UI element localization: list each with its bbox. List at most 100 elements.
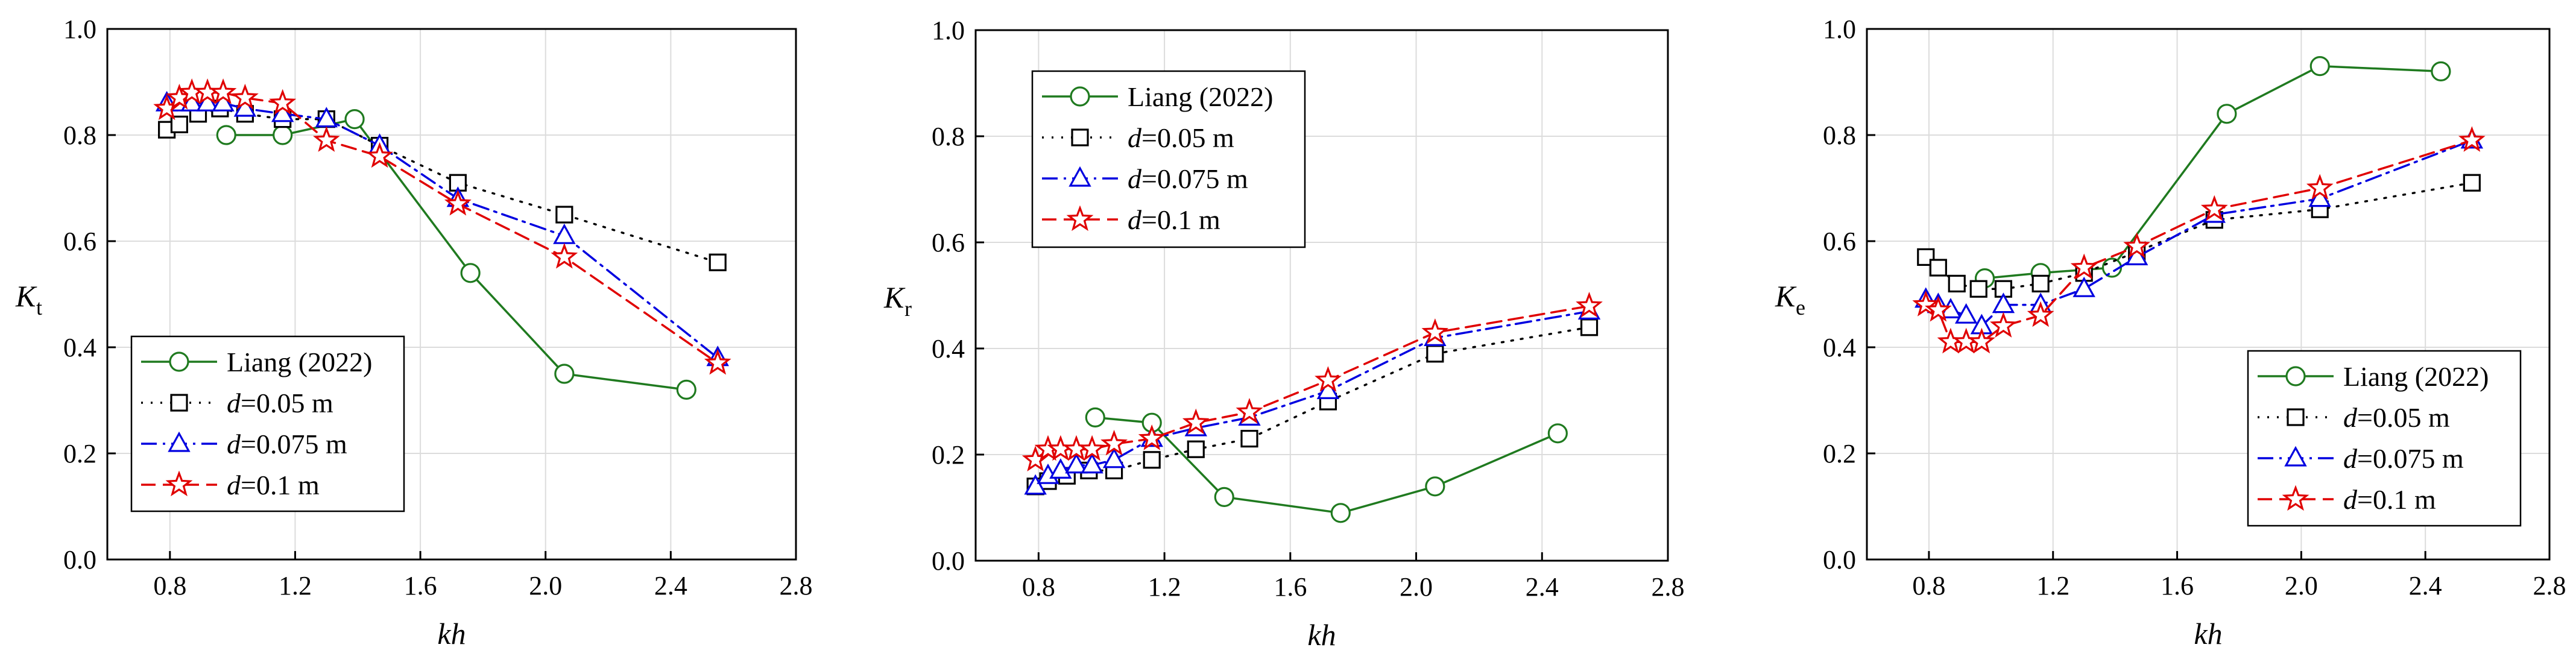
legend-entry-label: =0.1 m [2357,484,2436,515]
data-point [1948,274,1966,292]
y-axis-label: K [15,279,37,313]
data-point [1065,453,1088,474]
data-point [704,348,731,375]
data-point [1580,318,1599,336]
series-line [1925,181,2473,290]
legend-entry-variable: d [2343,443,2358,474]
data-point [1078,435,1106,461]
series-line [1925,139,2473,343]
series-liang-2022 [1085,407,1568,523]
chart-panel-kr: 0.8 1.2 1.6 2.0 2.4 2.8 0.0 0.2 0.4 0.6 0.8 1.0 kh K r… [883,16,1685,652]
legend-entry-variable: d [1128,204,1142,235]
data-point [2070,253,2098,280]
legend: Liang (2022)d=0.05 md=0.075 md=0.1 m [1031,70,1306,248]
legend-entry-label: Liang (2022) [227,347,372,377]
series-d0.075m [1915,128,2484,335]
data-point [1182,408,1210,435]
y-tick-label: 1.0 [932,16,965,45]
x-tick-label: 1.2 [2036,571,2069,600]
legend-entry: d=0.075 m [227,429,347,459]
data-point [273,125,293,145]
legend-entry-label: =0.075 m [2357,443,2464,474]
legend-entry-variable: d [1128,122,1142,153]
series-line [165,102,719,359]
legend-entry: d=0.05 m [1128,122,1234,153]
x-tick-label: 1.6 [404,571,437,600]
data-point [1925,295,1952,322]
y-axis-label-subscript: t [36,295,42,320]
x-tick-label: 0.8 [1912,571,1945,600]
x-tick-label: 2.8 [2533,571,2566,600]
series-d0.05m [1917,174,2481,298]
data-point [1315,366,1342,392]
plot-frame [106,28,797,561]
data-point [1912,291,1940,317]
data-point [1085,407,1105,428]
data-point [209,78,237,104]
data-point [231,83,259,110]
data-point [2463,174,2481,192]
x-tick-label: 2.8 [780,571,813,600]
x-tick-label: 1.2 [1148,572,1181,602]
y-tick-label: 0.6 [932,228,965,257]
x-tick-label: 2.0 [529,571,562,600]
legend-entry-label: =0.1 m [241,470,320,500]
legend-marker [170,394,188,412]
legend-entry: Liang (2022) [2343,361,2489,392]
data-point [1968,327,1995,354]
legend-entry-label: Liang (2022) [1128,81,1273,112]
data-point [553,223,576,244]
legend-entry-label: =0.05 m [2357,402,2450,433]
legend-marker [2284,446,2307,467]
x-tick-label: 1.2 [279,571,312,600]
data-point [460,263,481,283]
y-tick-label: 1.0 [1823,14,1856,44]
data-point [2123,232,2150,258]
data-point [1421,318,1449,344]
y-tick-label: 0.6 [1823,227,1856,256]
legend-entry-variable: d [2343,484,2358,515]
data-point [2431,61,2451,82]
series-d0.1m [1021,292,1603,471]
data-point [1024,474,1047,495]
x-tick-label: 0.8 [1022,572,1055,602]
data-point [1187,440,1205,458]
legend-entry-variable: d [1128,163,1142,194]
data-point [1240,429,1258,448]
legend-entry: Liang (2022) [227,347,372,377]
data-point [554,364,575,384]
series-line [165,107,719,263]
legend-entry-label: =0.05 m [241,388,333,418]
chart-panel-kt: 0.8 1.2 1.6 2.0 2.4 2.8 0.0 0.2 0.4 0.6 0.8 1.0 kh K t… [15,14,813,651]
data-point [444,189,472,216]
y-tick-label: 0.2 [63,439,96,468]
y-tick-label: 0.4 [1823,333,1856,362]
data-point [1100,429,1128,456]
y-tick-label: 0.6 [63,227,96,256]
y-tick-label: 0.8 [1823,121,1856,150]
plot-frame [974,29,1669,562]
series-d0.075m [1024,299,1601,495]
plot-frame [1866,28,2551,561]
legend-marker [1066,205,1094,232]
y-tick-label: 0.0 [932,546,965,576]
data-point [1102,447,1126,468]
legend-marker [1070,86,1090,107]
y-tick-label: 0.4 [932,334,965,364]
series-d0.05m [158,99,727,271]
data-point [676,379,696,400]
legend-entry: d=0.1 m [1128,204,1220,235]
series-d0.075m [155,90,729,367]
data-point [2458,126,2486,152]
legend-entry: d=0.05 m [2343,402,2450,433]
x-tick-label: 2.0 [2285,571,2318,600]
legend-entry-variable: d [227,429,241,459]
y-tick-label: 0.8 [932,122,965,151]
y-tick-label: 0.4 [63,333,96,362]
data-point [1969,280,1987,298]
data-point [1426,345,1444,363]
legend-entry: d=0.05 m [227,388,333,418]
data-point [1330,503,1351,523]
x-axis-label: kh [2194,617,2222,651]
